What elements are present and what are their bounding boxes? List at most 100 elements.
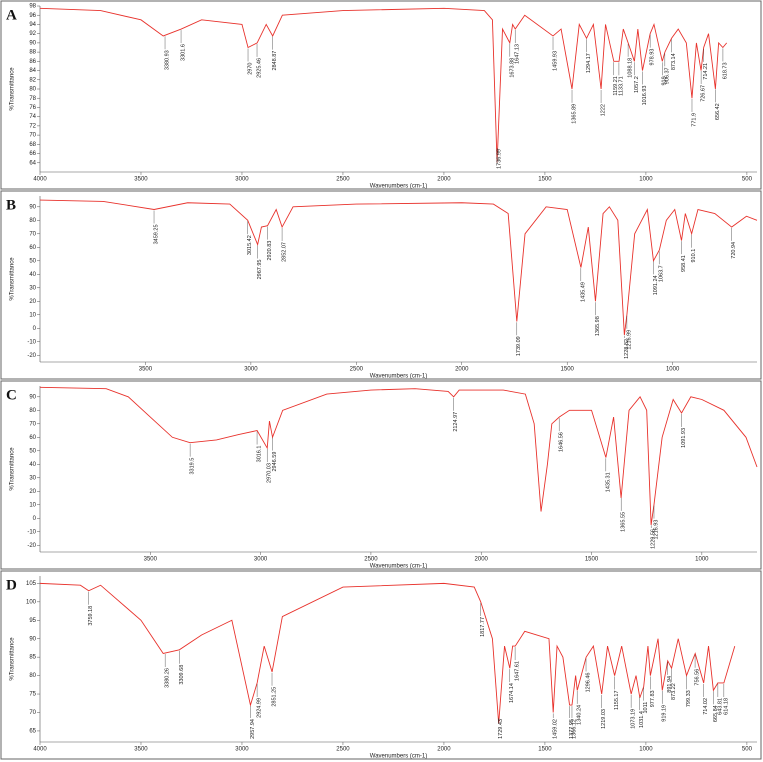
y-tick-label: -20 [27, 543, 36, 549]
peak-label: 1294.17 [586, 53, 592, 73]
x-tick-label: 3500 [139, 367, 153, 373]
y-tick-label: 92 [29, 31, 36, 37]
y-axis-label: %Transmittance [10, 257, 16, 301]
peak-label: 771.9 [691, 113, 697, 127]
peak-label: 1459.93 [552, 51, 558, 71]
peak-label: 1340.24 [577, 705, 583, 725]
x-tick-label: 2500 [336, 747, 350, 753]
y-tick-label: 68 [29, 142, 36, 148]
peak-label: 958.41 [681, 255, 687, 272]
peak-label: 1222 [601, 104, 607, 116]
y-tick-label: 70 [29, 231, 36, 237]
x-tick-label: 3500 [134, 177, 148, 183]
y-tick-label: 72 [29, 123, 36, 129]
y-tick-label: 96 [29, 13, 36, 19]
x-axis-label: Wavenumbers (cm-1) [370, 754, 427, 760]
x-tick-label: 2500 [350, 367, 364, 373]
peak-label: 919.19 [662, 705, 668, 722]
peak-label: 1011 [643, 702, 649, 714]
y-tick-label: 75 [29, 692, 36, 698]
y-tick-label: 98 [29, 4, 36, 10]
peak-label: 3380.93 [164, 50, 170, 70]
y-tick-label: 90 [29, 204, 36, 210]
y-tick-label: 76 [29, 105, 36, 111]
peak-label: 714.21 [703, 63, 709, 80]
peak-label: 2970.03 [267, 463, 273, 483]
y-tick-label: 50 [29, 258, 36, 264]
peak-label: 2967.95 [257, 260, 263, 280]
panel-frame [0, 380, 762, 570]
peak-label: 2957.94 [250, 719, 256, 739]
peak-label: 2852.07 [282, 242, 288, 262]
peak-label: 1155.17 [614, 690, 620, 709]
peak-label: 1216.93 [653, 520, 659, 540]
peak-label: 1219.03 [601, 709, 607, 729]
peak-label: 891.94 [667, 676, 673, 693]
x-tick-label: 1500 [538, 747, 552, 753]
y-tick-label: 100 [26, 599, 37, 605]
x-tick-label: 3000 [235, 747, 249, 753]
y-tick-label: 40 [29, 462, 36, 468]
peak-label: 2848.87 [272, 51, 278, 71]
peak-label: 1159.21 [613, 76, 619, 95]
spectrum-line [39, 582, 736, 724]
peak-label: 1031.4 [639, 711, 645, 728]
peak-label: 2924.99 [257, 698, 263, 718]
y-axis-label: %Transmittance [10, 67, 16, 111]
y-tick-label: 50 [29, 448, 36, 454]
y-tick-label: 70 [29, 133, 36, 139]
peak-label: 873.22 [671, 683, 677, 700]
x-tick-label: 1500 [561, 367, 575, 373]
y-tick-label: 85 [29, 655, 36, 661]
y-axis-label: %Transmittance [10, 447, 16, 491]
y-tick-label: 105 [26, 581, 37, 587]
peak-label: 906.37 [664, 67, 670, 84]
x-tick-label: 4000 [33, 747, 47, 753]
x-tick-label: 1000 [639, 177, 653, 183]
y-tick-label: 80 [29, 673, 36, 679]
panel-frame [0, 570, 762, 760]
y-tick-label: 82 [29, 77, 36, 83]
peak-label: 3309.68 [179, 665, 185, 685]
peak-label: 614.18 [723, 698, 729, 715]
y-tick-label: 65 [29, 729, 36, 735]
peak-label: 656.42 [715, 103, 721, 120]
spectrum-line [39, 7, 728, 163]
peak-label: 1216.99 [626, 330, 632, 350]
peak-label: 1739.09 [516, 336, 522, 356]
x-tick-label: 1000 [639, 747, 653, 753]
peak-label: 1365.89 [571, 104, 577, 124]
y-tick-label: 30 [29, 475, 36, 481]
peak-label: 720.94 [731, 242, 737, 259]
peak-label: 910.1 [691, 249, 697, 263]
peak-label: 1435.49 [580, 282, 586, 302]
peak-label: 1073.19 [631, 709, 637, 729]
peak-label: 1229.56 [651, 529, 657, 549]
y-tick-label: 64 [29, 160, 36, 166]
peak-label: 714.02 [703, 698, 709, 715]
peak-label: 3319.5 [190, 458, 196, 475]
peak-label: 2946.59 [272, 452, 278, 472]
panel-frame [0, 0, 762, 190]
y-tick-label: 0 [33, 326, 37, 332]
peak-label: 2920.83 [267, 241, 273, 261]
y-tick-label: 74 [29, 114, 36, 120]
peak-label: 919 [662, 76, 668, 85]
x-axis-label: Wavenumbers (cm-1) [370, 564, 427, 570]
y-tick-label: 30 [29, 285, 36, 291]
peak-label: 2851.25 [271, 687, 277, 707]
peak-label: 977.83 [650, 690, 656, 707]
peak-label: 978.93 [650, 49, 656, 66]
y-tick-label: 88 [29, 50, 36, 56]
peak-label: 1647.61 [515, 661, 521, 681]
panel-frame [0, 190, 762, 380]
peak-label: 1228.82 [624, 339, 630, 359]
x-tick-label: 1000 [666, 367, 680, 373]
peak-label: 1091.24 [653, 275, 659, 295]
peak-label: 1673.88 [509, 58, 515, 78]
panel-letter: C [6, 387, 17, 403]
peak-label: 873.14 [671, 53, 677, 70]
y-tick-label: -10 [27, 529, 36, 535]
peak-label: 2925.46 [256, 58, 262, 78]
